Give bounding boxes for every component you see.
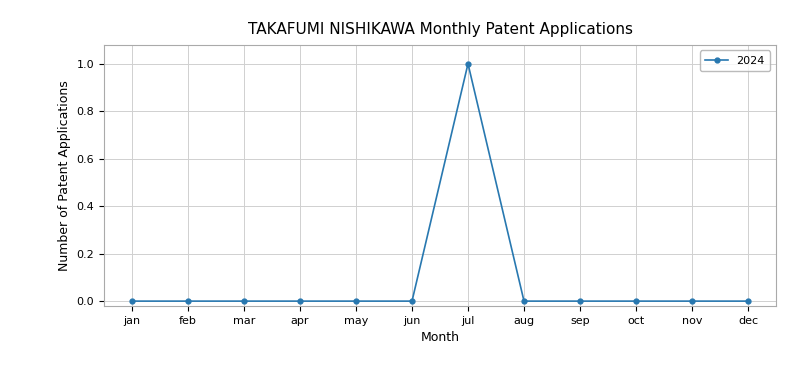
Legend: 2024: 2024 xyxy=(700,50,770,71)
Title: TAKAFUMI NISHIKAWA Monthly Patent Applications: TAKAFUMI NISHIKAWA Monthly Patent Applic… xyxy=(247,22,633,37)
2024 xyxy=(295,299,305,303)
2024 xyxy=(687,299,697,303)
2024 xyxy=(463,62,473,66)
X-axis label: Month: Month xyxy=(421,331,459,344)
2024 xyxy=(239,299,249,303)
2024 xyxy=(183,299,193,303)
2024 xyxy=(743,299,753,303)
2024 xyxy=(127,299,137,303)
Line: 2024: 2024 xyxy=(130,61,750,304)
Y-axis label: Number of Patent Applications: Number of Patent Applications xyxy=(58,80,71,271)
2024 xyxy=(351,299,361,303)
2024 xyxy=(407,299,417,303)
2024 xyxy=(519,299,529,303)
2024 xyxy=(575,299,585,303)
2024 xyxy=(631,299,641,303)
